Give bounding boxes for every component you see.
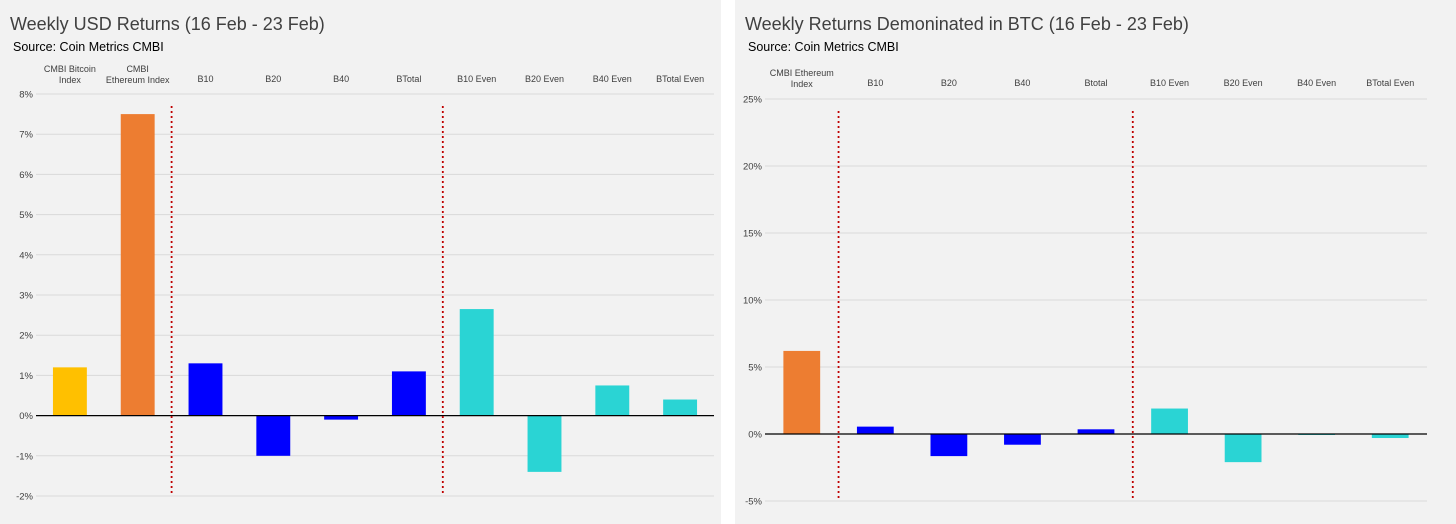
usd-returns-chart-panel: Weekly USD Returns (16 Feb - 23 Feb) Sou… <box>0 0 721 524</box>
category-label: B10 Even <box>457 74 496 84</box>
bar-b20-even <box>527 415 562 472</box>
category-label: B40 Even <box>593 74 632 84</box>
y-tick-label: 25% <box>743 95 763 106</box>
category-label: B40 <box>1014 78 1030 88</box>
bar-b10-even <box>459 309 494 416</box>
y-tick-label: -5% <box>745 497 762 508</box>
category-label: B10 Even <box>1150 78 1189 88</box>
category-label: B20 Even <box>525 74 564 84</box>
bar-b10-even <box>1151 408 1188 434</box>
bar-b40-even <box>595 385 630 416</box>
btc-returns-chart-panel: Weekly Returns Demoninated in BTC (16 Fe… <box>735 0 1456 524</box>
bar-btotal-even <box>663 399 698 416</box>
bar-b40 <box>1004 434 1041 445</box>
bar-btotal <box>1077 429 1115 434</box>
category-label: Ethereum Index <box>106 75 170 85</box>
category-label: CMBI <box>126 64 149 74</box>
category-label: B20 Even <box>1224 78 1263 88</box>
y-tick-label: 10% <box>743 296 763 307</box>
y-tick-label: 5% <box>748 363 762 374</box>
y-tick-label: 7% <box>19 130 33 141</box>
y-tick-label: 2% <box>19 331 33 342</box>
y-tick-label: 1% <box>19 371 33 382</box>
category-label: CMBI Bitcoin <box>44 64 96 74</box>
category-label: BTotal Even <box>656 74 704 84</box>
y-tick-label: 5% <box>19 210 33 221</box>
category-label: B20 <box>941 78 957 88</box>
category-label: B10 <box>197 74 213 84</box>
y-tick-label: 0% <box>19 411 33 422</box>
bar-btotal-even <box>1371 434 1409 439</box>
bar-b10 <box>188 363 223 416</box>
chart-title: Weekly USD Returns (16 Feb - 23 Feb) <box>10 14 325 34</box>
chart-title: Weekly Returns Demoninated in BTC (16 Fe… <box>745 14 1189 34</box>
bar-b20 <box>256 415 291 456</box>
bar-btotal <box>391 371 426 416</box>
category-label: Index <box>59 75 82 85</box>
bar-cmbi-ethereum-index <box>120 114 155 416</box>
bar-cmbi-ethereum-index <box>783 350 821 434</box>
y-tick-label: 6% <box>19 170 33 181</box>
category-label: B40 Even <box>1297 78 1336 88</box>
chart-source: Source: Coin Metrics CMBI <box>748 40 899 54</box>
y-tick-label: 0% <box>748 430 762 441</box>
y-tick-label: 3% <box>19 291 33 302</box>
category-label: B10 <box>867 78 883 88</box>
usd-returns-plot: 8% 7% 6% 5% 4% 3% 2% 1% 0% -1% -2% CMBI BitcoinInde… <box>16 64 714 503</box>
y-tick-label: -1% <box>16 451 33 462</box>
chart-source: Source: Coin Metrics CMBI <box>13 40 164 54</box>
y-tick-label: -2% <box>16 492 33 503</box>
category-label: CMBI Ethereum <box>770 68 834 78</box>
category-label: B20 <box>265 74 281 84</box>
bar-cmbi-bitcoin-index <box>52 367 87 416</box>
y-tick-label: 15% <box>743 229 763 240</box>
y-tick-label: 8% <box>19 90 33 101</box>
category-label: Btotal <box>1084 78 1107 88</box>
bar-b40 <box>324 415 359 420</box>
y-tick-label: 20% <box>743 162 763 173</box>
bar-b10 <box>856 426 894 434</box>
bar-b20-even <box>1224 434 1262 463</box>
y-tick-label: 4% <box>19 250 33 261</box>
category-label: BTotal <box>396 74 421 84</box>
bar-b20 <box>930 434 968 457</box>
category-label: B40 <box>333 74 349 84</box>
category-label: Index <box>791 79 814 89</box>
category-label: BTotal Even <box>1366 78 1414 88</box>
